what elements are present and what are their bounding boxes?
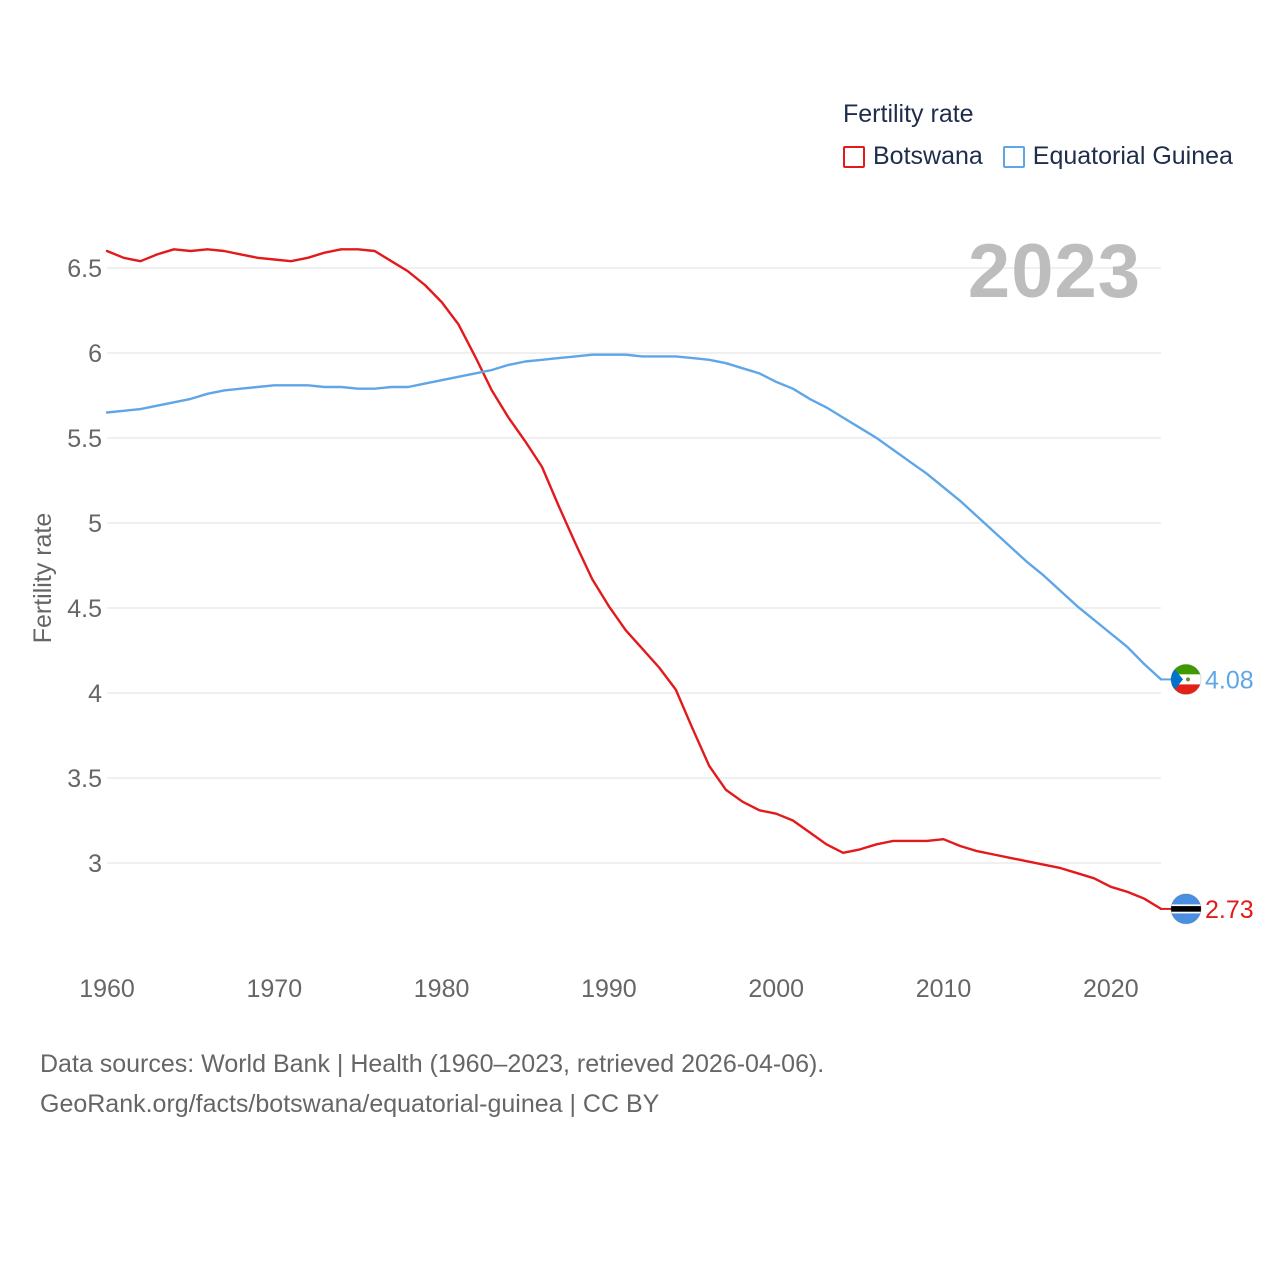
- legend-item-botswana[interactable]: Botswana: [843, 142, 983, 171]
- legend-item-equatorial-guinea[interactable]: Equatorial Guinea: [1002, 142, 1233, 171]
- flag-icon-botswana: [1170, 893, 1202, 925]
- legend: Botswana Equatorial Guinea: [843, 142, 1253, 171]
- x-axis-ticks: 1960 1970 1980 1990 2000 2010 2020: [79, 975, 1138, 1003]
- y-axis-label: Fertility rate: [29, 513, 57, 644]
- y-tick-label: 4.5: [67, 595, 102, 623]
- year-watermark: 2023: [967, 229, 1141, 314]
- source-line-2[interactable]: GeoRank.org/facts/botswana/equatorial-gu…: [40, 1090, 660, 1118]
- x-tick-label: 1990: [581, 975, 637, 1003]
- legend-label-botswana: Botswana: [873, 142, 983, 170]
- y-tick-label: 5.5: [67, 425, 102, 453]
- y-tick-label: 3.5: [67, 765, 102, 793]
- x-tick-label: 1980: [414, 975, 470, 1003]
- x-tick-label: 2010: [916, 975, 972, 1003]
- series-endpoints: 2.73 4.08: [1161, 663, 1254, 925]
- end-value-label-botswana: 2.73: [1205, 896, 1254, 924]
- x-tick-label: 1970: [246, 975, 302, 1003]
- legend-swatch-botswana: [843, 145, 865, 168]
- y-tick-label: 6.5: [67, 255, 102, 283]
- flag-icon-equatorial-guinea: [1170, 663, 1202, 695]
- grid-lines: [107, 267, 1161, 864]
- source-line-1: Data sources: World Bank | Health (1960–…: [40, 1050, 825, 1078]
- y-tick-label: 3: [88, 850, 102, 878]
- y-axis-ticks: 3 3.5 4 4.5 5 5.5 6 6.5: [67, 255, 102, 878]
- x-tick-label: 2000: [748, 975, 804, 1003]
- legend-label-equatorial-guinea: Equatorial Guinea: [1032, 142, 1233, 170]
- x-tick-label: 2020: [1083, 975, 1139, 1003]
- series-line-equatorial-guinea: [105, 353, 1163, 681]
- legend-title: Fertility rate: [843, 100, 974, 128]
- series-line-botswana: [105, 248, 1163, 911]
- y-tick-label: 6: [88, 340, 102, 368]
- x-tick-label: 1960: [79, 975, 135, 1003]
- legend-swatch-equatorial-guinea: [1002, 145, 1025, 168]
- y-tick-label: 5: [88, 510, 102, 538]
- y-tick-label: 4: [88, 680, 102, 708]
- end-value-label-equatorial-guinea: 4.08: [1205, 666, 1254, 694]
- series-lines: [105, 248, 1163, 911]
- source-notes: Data sources: World Bank | Health (1960–…: [40, 1044, 824, 1124]
